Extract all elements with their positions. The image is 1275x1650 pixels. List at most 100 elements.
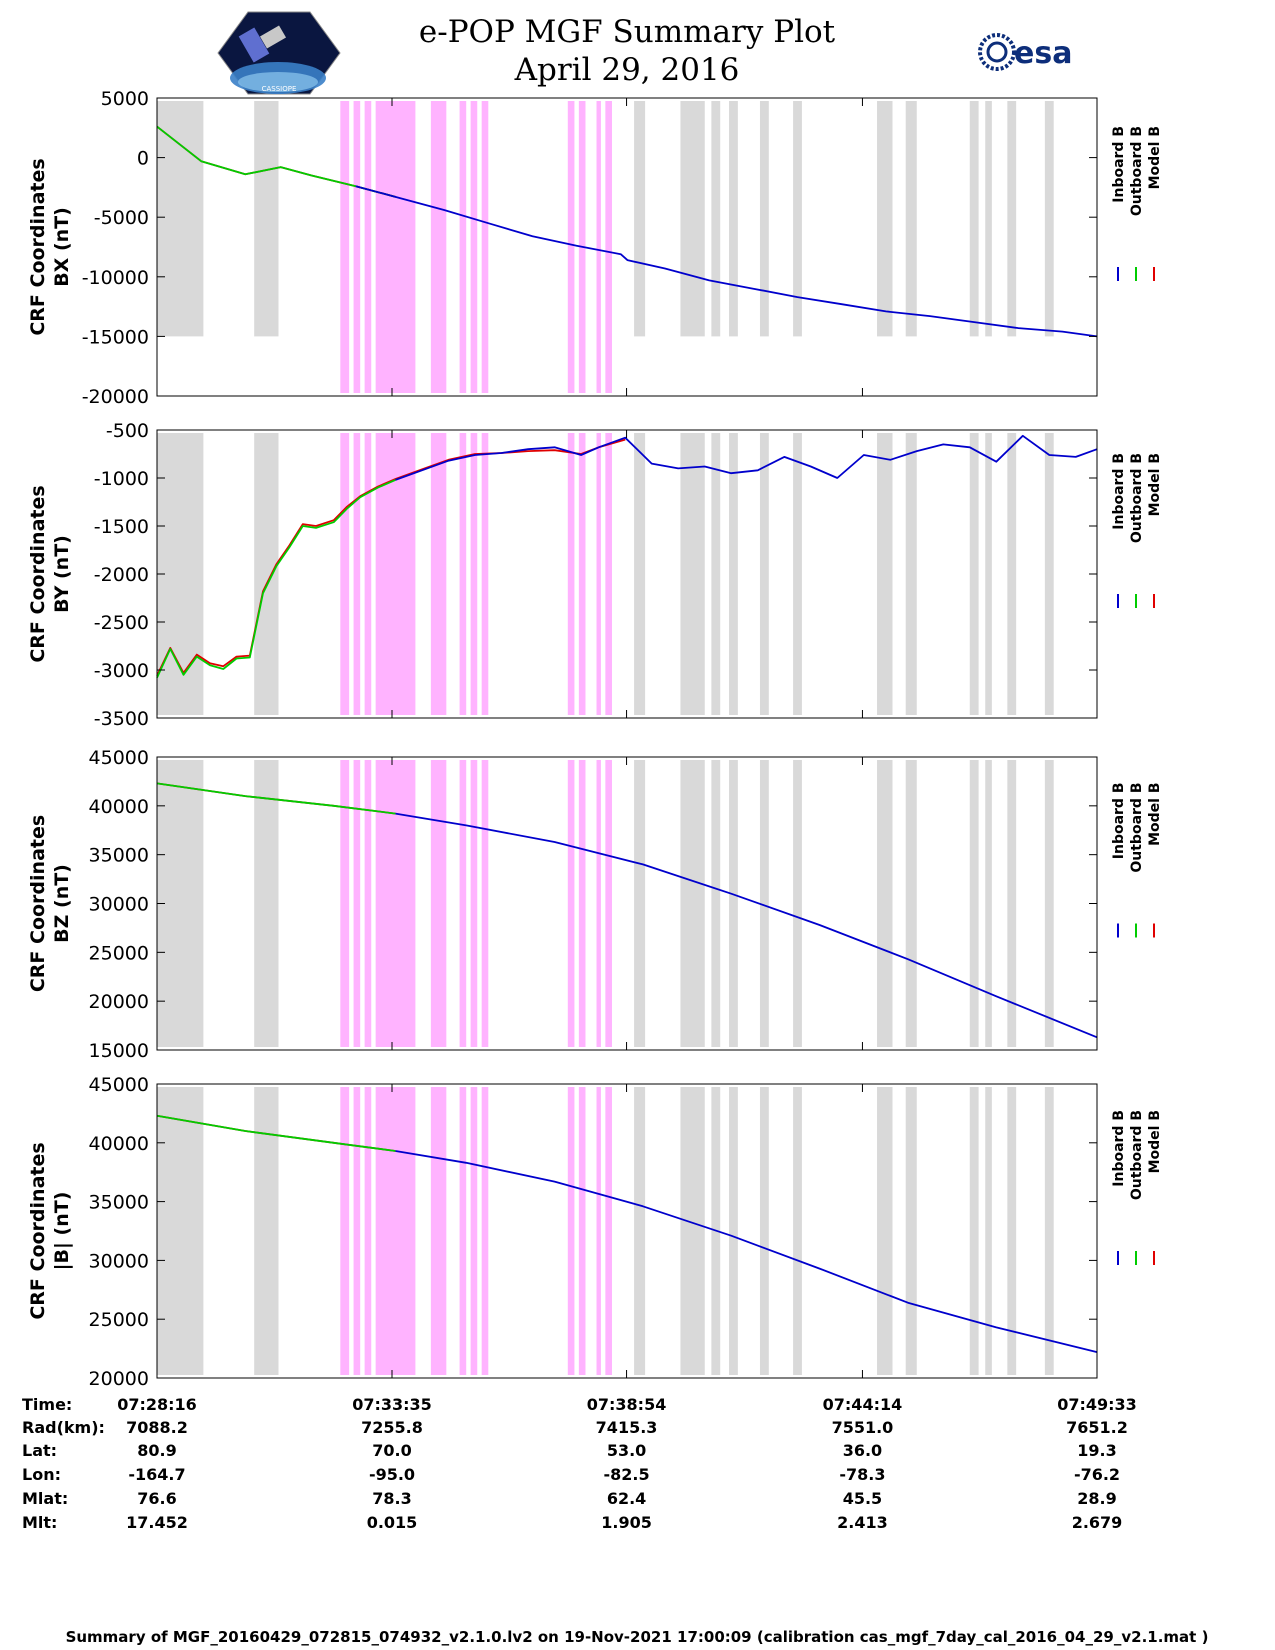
gray-data-gap-band: [985, 760, 992, 1047]
gray-data-gap-band: [1044, 760, 1054, 1047]
gray-data-gap-band: [759, 1087, 769, 1375]
x-tick-time-label: 07:44:14: [823, 1395, 903, 1414]
gray-data-gap-band: [793, 760, 802, 1047]
y-tick-label: 35000: [89, 845, 149, 867]
gray-data-gap-band: [157, 1087, 204, 1375]
info-cell: 19.3: [1077, 1441, 1116, 1460]
info-cell: 76.6: [137, 1489, 176, 1508]
magenta-event-band: [567, 433, 575, 715]
info-cell: 2.679: [1072, 1513, 1123, 1532]
gray-data-gap-band: [877, 760, 893, 1047]
legend-label: Inboard B: [1111, 783, 1127, 860]
gray-data-gap-band: [985, 1087, 992, 1375]
info-cell: 70.0: [372, 1441, 411, 1460]
inboard-series-line: [395, 1150, 1098, 1353]
chart-title-line1: e-POP MGF Summary Plot: [419, 14, 836, 50]
info-cell: 0.015: [367, 1513, 418, 1532]
y-tick-label: 40000: [89, 1133, 149, 1155]
magenta-event-band: [578, 433, 586, 715]
magenta-event-band: [605, 1087, 612, 1375]
bz-panel: 45000 40000 35000 30000 25000 20000 15000 CRF C…: [27, 747, 1163, 1062]
outboard-series-line: [156, 479, 396, 679]
x-tick-time-label: 07:38:54: [587, 1395, 667, 1414]
magenta-event-band: [578, 760, 586, 1047]
gray-data-gap-band: [969, 760, 979, 1047]
info-cell: 62.4: [607, 1489, 646, 1508]
magenta-event-band: [364, 433, 372, 715]
plot-area: [157, 757, 1097, 1050]
legend-label: Model B: [1147, 783, 1163, 846]
y-tick-label: -3500: [94, 708, 149, 730]
y-tick-label: -500: [106, 420, 149, 442]
gray-data-gap-band: [969, 1087, 979, 1375]
bx-panel: 5000 0 -5000 -10000 -15000 -20000 CRF Coordina…: [27, 88, 1163, 408]
gray-data-gap-band: [254, 1087, 279, 1375]
magenta-event-band: [459, 433, 467, 715]
gray-data-gap-band: [634, 760, 646, 1047]
gray-data-gap-band: [759, 101, 769, 337]
y-axis-label-line2: BZ (nT): [51, 864, 73, 943]
info-cell: -82.5: [603, 1465, 649, 1484]
magenta-event-band: [470, 433, 478, 715]
gray-data-gap-band: [254, 760, 279, 1047]
info-cell: -164.7: [128, 1465, 185, 1484]
legend-label: Outboard B: [1129, 126, 1145, 216]
gray-data-gap-band: [634, 101, 646, 337]
outboard-series-line: [156, 1114, 396, 1152]
magenta-event-band: [375, 101, 416, 393]
info-row-label: Lon:: [22, 1465, 61, 1484]
y-tick-label: 5000: [101, 88, 149, 110]
gray-data-gap-band: [793, 1087, 802, 1375]
gray-data-gap-band: [711, 433, 721, 715]
magenta-event-band: [578, 1087, 586, 1375]
legend-label: Inboard B: [1111, 1110, 1127, 1187]
plot-area: [157, 430, 1097, 718]
magenta-event-band: [596, 101, 601, 393]
gray-data-gap-band: [634, 433, 646, 715]
esa-logo: esa: [978, 33, 1072, 71]
legend-label: Model B: [1147, 1110, 1163, 1173]
y-tick-label: -2000: [94, 564, 149, 586]
magenta-event-band: [364, 101, 372, 393]
gray-data-gap-band: [680, 1087, 705, 1375]
y-tick-label: -2500: [94, 612, 149, 634]
gray-data-gap-band: [1007, 1087, 1017, 1375]
info-cell: 36.0: [843, 1441, 882, 1460]
magenta-event-band: [353, 1087, 361, 1375]
gray-data-gap-band: [905, 433, 917, 715]
info-cell: 1.905: [601, 1513, 652, 1532]
info-cell: 7415.3: [596, 1418, 658, 1437]
magenta-event-band: [430, 1087, 447, 1375]
gray-data-gap-band: [254, 433, 279, 715]
gray-data-gap-band: [969, 101, 979, 337]
gray-data-gap-band: [793, 101, 802, 337]
magenta-event-band: [459, 101, 467, 393]
info-row-label: Mlt:: [22, 1513, 57, 1532]
magenta-event-band: [430, 101, 447, 393]
gray-data-gap-band: [711, 101, 721, 337]
gray-data-gap-band: [1044, 101, 1054, 337]
magenta-event-band: [375, 760, 416, 1047]
magenta-event-band: [470, 1087, 478, 1375]
inboard-series-line: [355, 185, 1098, 338]
y-tick-label: 15000: [89, 1040, 149, 1062]
info-row-label: Mlat:: [22, 1489, 68, 1508]
gray-data-gap-band: [969, 433, 979, 715]
magenta-event-band: [596, 433, 601, 715]
magenta-event-band: [340, 760, 350, 1047]
magenta-event-band: [353, 433, 361, 715]
model-series-line: [156, 438, 626, 677]
magenta-event-band: [364, 1087, 372, 1375]
gray-data-gap-band: [729, 433, 738, 715]
plot-area: [157, 98, 1097, 396]
gray-data-gap-band: [634, 1087, 646, 1375]
gray-data-gap-band: [1007, 433, 1017, 715]
gray-data-gap-band: [680, 101, 705, 337]
info-cell: -78.3: [839, 1465, 885, 1484]
info-row-label: Time:: [22, 1395, 72, 1414]
magenta-event-band: [605, 760, 612, 1047]
magenta-event-band: [430, 760, 447, 1047]
y-tick-label: -1000: [94, 468, 149, 490]
magenta-event-band: [481, 760, 489, 1047]
